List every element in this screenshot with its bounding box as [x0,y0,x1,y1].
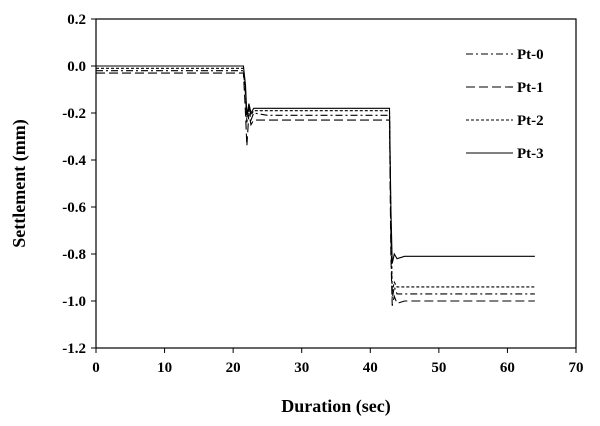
series-layer [96,65,535,306]
x-tick-label: 10 [157,360,172,376]
series-line-pt-0 [96,70,535,299]
legend: Pt-0 Pt-1 Pt-2 Pt-3 [466,47,544,162]
y-tick-label: 0.0 [67,59,86,75]
y-axis-title: Settlement (mm) [9,119,30,247]
y-tick-label: -0.6 [62,200,86,216]
x-tick-label: 0 [92,360,100,376]
series-line-pt-3 [96,65,535,264]
y-tick-label: 0.2 [67,12,86,28]
y-tick-label: -0.2 [62,106,86,122]
x-tick-label: 60 [500,360,515,376]
plot-frame [95,18,577,349]
x-tick-label: 40 [363,360,378,376]
plot-area [95,18,577,349]
x-tick-label: 20 [226,360,241,376]
legend-label-pt-2: Pt-2 [517,113,544,129]
x-axis-title: Duration (sec) [281,396,390,417]
legend-label-pt-0: Pt-0 [517,47,544,63]
legend-label-pt-1: Pt-1 [517,80,544,96]
legend-label-pt-3: Pt-3 [517,146,544,162]
x-tick-label: 70 [569,360,584,376]
series-line-pt-1 [96,72,535,306]
y-tick-label: -1.0 [62,294,86,310]
series-line-pt-2 [96,67,535,292]
y-tick-label: -0.4 [62,153,86,169]
y-tick-label: -0.8 [62,247,86,263]
x-tick-label: 50 [431,360,446,376]
axes-layer: 0 10 20 30 40 50 60 70 0.2 0.0 -0.2 -0.4 -0.6 -0.8 -1.… [62,12,583,376]
y-tick-label: -1.2 [62,341,86,357]
x-tick-label: 30 [294,360,309,376]
